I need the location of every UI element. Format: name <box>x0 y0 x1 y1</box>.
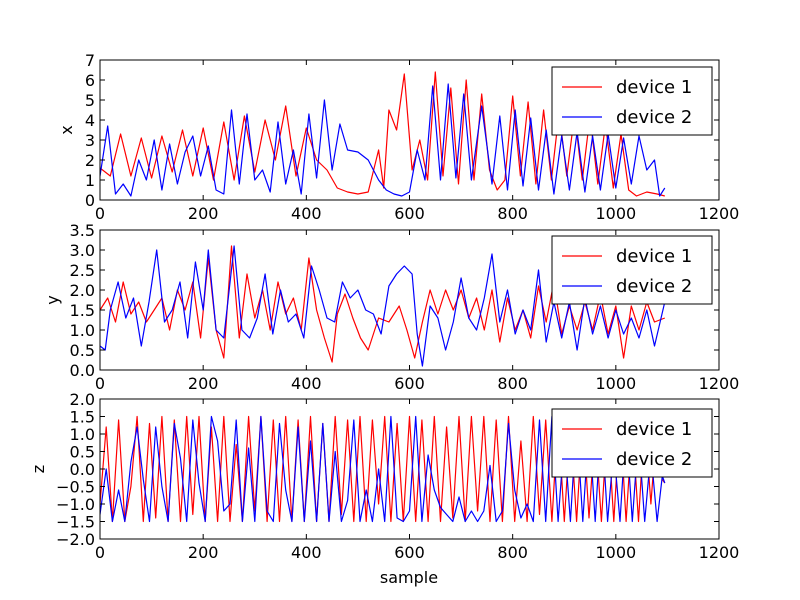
y-axis-label: x <box>57 125 76 134</box>
y-tick-label: −1.0 <box>56 495 95 514</box>
x-tick-label: 600 <box>394 204 425 223</box>
y-axis-label: z <box>29 465 48 473</box>
x-tick-label: 1200 <box>699 543 740 562</box>
series-line-device-2 <box>100 245 666 367</box>
x-tick-label: 0 <box>95 374 105 393</box>
legend-box <box>551 66 713 136</box>
legend-label-device-2: device 2 <box>616 449 692 470</box>
tick-layer: 0 200 400 600 800 1000 12000.00.51.01.52.02.53… <box>70 221 740 393</box>
subplot-z: 0 200 400 600 800 1000 1200 −2.0−1.5−1.0−0.50.0… <box>29 390 739 587</box>
legend-label-device-1: device 1 <box>616 246 692 267</box>
y-tick-label: −0.5 <box>56 478 95 497</box>
y-tick-label: 1.0 <box>70 321 95 340</box>
x-axis-label: sample <box>380 568 438 587</box>
legend-box <box>551 235 713 305</box>
y-tick-label: −1.5 <box>56 513 95 532</box>
x-tick-label: 200 <box>188 543 219 562</box>
x-tick-label: 800 <box>497 374 528 393</box>
y-tick-label: 3.0 <box>70 241 95 260</box>
y-tick-label: 0.5 <box>70 341 95 360</box>
x-tick-label: 1000 <box>595 204 636 223</box>
legend-label-device-2: device 2 <box>616 107 692 128</box>
x-tick-label: 200 <box>188 204 219 223</box>
x-tick-label: 1200 <box>699 204 740 223</box>
legend: device 1 device 2 <box>551 66 713 136</box>
y-tick-label: 1 <box>85 171 95 190</box>
y-tick-label: 0.5 <box>70 443 95 462</box>
x-tick-label: 400 <box>291 204 322 223</box>
y-tick-label: 6 <box>85 71 95 90</box>
x-tick-label: 1000 <box>595 543 636 562</box>
y-tick-label: 2 <box>85 151 95 170</box>
y-tick-label: 2.0 <box>70 281 95 300</box>
x-tick-label: 1000 <box>595 374 636 393</box>
legend-box <box>551 408 713 478</box>
x-tick-label: 800 <box>497 543 528 562</box>
y-tick-label: 0.0 <box>70 361 95 380</box>
y-tick-label: 1.5 <box>70 301 95 320</box>
tick-layer: 0 200 400 600 800 1000 1200 −2.0−1.5−1.0−0.50.0… <box>56 390 739 562</box>
x-tick-label: 1200 <box>699 374 740 393</box>
x-tick-label: 0 <box>95 543 105 562</box>
y-tick-label: 0.0 <box>70 460 95 479</box>
y-tick-label: 3.5 <box>70 221 95 240</box>
subplot-y: 0 200 400 600 800 1000 12000.00.51.01.52.02.53… <box>43 221 739 393</box>
legend-label-device-2: device 2 <box>616 276 692 297</box>
legend: device 1 device 2 <box>551 408 713 478</box>
legend-label-device-1: device 1 <box>616 419 692 440</box>
series-line-device-1 <box>100 415 666 523</box>
y-axis-label: y <box>43 295 62 304</box>
y-tick-label: 2.5 <box>70 261 95 280</box>
x-tick-label: 400 <box>291 374 322 393</box>
y-tick-label: 3 <box>85 131 95 150</box>
x-tick-label: 600 <box>394 374 425 393</box>
x-tick-label: 200 <box>188 374 219 393</box>
y-tick-label: 2.0 <box>70 390 95 409</box>
legend-label-device-1: device 1 <box>616 77 692 98</box>
y-tick-label: 0 <box>85 191 95 210</box>
x-tick-label: 400 <box>291 543 322 562</box>
x-tick-label: 0 <box>95 204 105 223</box>
y-tick-label: 7 <box>85 51 95 70</box>
x-tick-label: 600 <box>394 543 425 562</box>
y-tick-label: 1.0 <box>70 425 95 444</box>
y-tick-label: 5 <box>85 91 95 110</box>
y-tick-label: 4 <box>85 111 95 130</box>
x-tick-label: 800 <box>497 204 528 223</box>
y-tick-label: 1.5 <box>70 408 95 427</box>
y-tick-label: −2.0 <box>56 530 95 549</box>
series-layer <box>100 245 666 367</box>
legend: device 1 device 2 <box>551 235 713 305</box>
